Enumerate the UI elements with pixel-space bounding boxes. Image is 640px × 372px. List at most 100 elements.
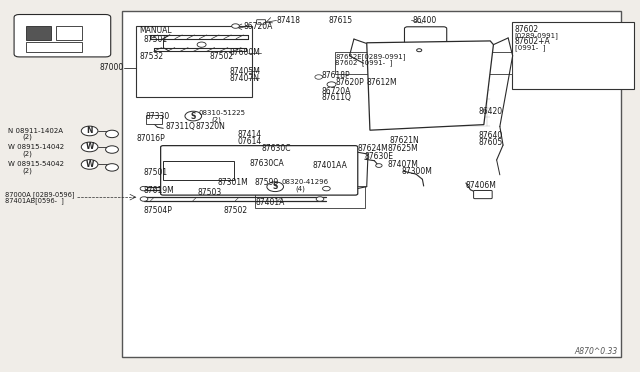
Text: N 08911-1402A: N 08911-1402A — [8, 128, 63, 134]
Text: 87418: 87418 — [276, 16, 301, 25]
Text: 87618P: 87618P — [322, 71, 351, 80]
Text: 86720A: 86720A — [322, 87, 351, 96]
Circle shape — [376, 164, 382, 167]
Text: 87407N: 87407N — [229, 74, 259, 83]
Bar — [136, 26, 252, 97]
Text: S: S — [191, 112, 196, 121]
Text: [0991-  ]: [0991- ] — [515, 44, 545, 51]
Circle shape — [81, 160, 98, 169]
Text: A870^0.33: A870^0.33 — [574, 347, 618, 356]
Text: N: N — [86, 126, 93, 135]
Text: 08310-51225: 08310-51225 — [198, 110, 245, 116]
Circle shape — [327, 82, 336, 87]
Text: 87502: 87502 — [210, 52, 234, 61]
Text: 86720A: 86720A — [243, 22, 273, 31]
Text: 87000A [02B9-0596]: 87000A [02B9-0596] — [5, 191, 75, 198]
Text: (2): (2) — [22, 150, 32, 157]
Text: 87630C: 87630C — [261, 144, 291, 153]
Text: 87401AA: 87401AA — [312, 161, 347, 170]
Text: 87407M: 87407M — [387, 160, 418, 169]
Bar — [26, 42, 82, 52]
Text: 87503: 87503 — [197, 188, 221, 197]
Circle shape — [106, 164, 118, 171]
Text: 86400: 86400 — [413, 16, 437, 25]
Text: (4): (4) — [296, 185, 305, 192]
Text: 86420: 86420 — [479, 107, 503, 116]
Text: 87320N: 87320N — [196, 122, 226, 131]
Circle shape — [267, 182, 284, 192]
Text: 87301M: 87301M — [218, 178, 248, 187]
FancyBboxPatch shape — [257, 20, 266, 24]
Text: 87414: 87414 — [237, 130, 262, 139]
Text: 87625M: 87625M — [387, 144, 418, 153]
Circle shape — [106, 130, 118, 138]
Text: (2): (2) — [211, 116, 221, 123]
Text: 87300M: 87300M — [402, 167, 433, 176]
Circle shape — [140, 186, 148, 191]
Text: 87019M: 87019M — [144, 186, 175, 195]
Text: 87605: 87605 — [479, 138, 503, 147]
Polygon shape — [367, 41, 493, 130]
Text: 87624M: 87624M — [357, 144, 388, 153]
Text: 87501: 87501 — [144, 35, 168, 44]
Text: 87612M: 87612M — [366, 78, 397, 87]
Text: 87311Q: 87311Q — [165, 122, 195, 131]
Circle shape — [316, 197, 324, 201]
Text: (2): (2) — [22, 134, 32, 140]
Text: S: S — [273, 182, 278, 191]
Text: 87621N: 87621N — [389, 136, 419, 145]
Circle shape — [197, 42, 206, 47]
Bar — [26, 26, 51, 40]
FancyBboxPatch shape — [14, 15, 111, 57]
Text: 87504P: 87504P — [144, 206, 173, 215]
FancyBboxPatch shape — [474, 190, 492, 199]
Bar — [146, 115, 162, 124]
Text: 87401A: 87401A — [256, 198, 285, 207]
Bar — [255, 186, 365, 208]
FancyBboxPatch shape — [161, 145, 358, 195]
Text: [0289-0991]: [0289-0991] — [515, 32, 559, 39]
Circle shape — [106, 146, 118, 153]
Text: 87630CA: 87630CA — [250, 159, 284, 168]
Text: 87652E[0289-0991]: 87652E[0289-0991] — [335, 53, 406, 60]
Text: 87405M: 87405M — [229, 67, 260, 76]
Text: 87330: 87330 — [146, 112, 170, 121]
Circle shape — [81, 142, 98, 152]
Circle shape — [140, 197, 148, 201]
Text: (2): (2) — [22, 167, 32, 174]
Circle shape — [185, 111, 202, 121]
Text: 87630E: 87630E — [365, 153, 394, 161]
Text: 87502: 87502 — [224, 206, 248, 215]
Circle shape — [323, 186, 330, 191]
Text: 87406M: 87406M — [466, 182, 497, 190]
Text: 87602  [0991-  ]: 87602 [0991- ] — [335, 59, 393, 66]
Circle shape — [417, 49, 422, 52]
Bar — [512, 22, 634, 89]
Text: 87401AB[0596-  ]: 87401AB[0596- ] — [5, 197, 64, 203]
Text: 07614: 07614 — [237, 137, 262, 146]
Text: W: W — [85, 160, 94, 169]
FancyBboxPatch shape — [404, 27, 447, 48]
Text: 87600M: 87600M — [229, 48, 260, 57]
Text: W 08915-14042: W 08915-14042 — [8, 144, 64, 150]
Text: 08320-41296: 08320-41296 — [282, 179, 329, 185]
Text: 87000: 87000 — [99, 63, 124, 72]
Text: 87532: 87532 — [140, 52, 164, 61]
Text: MANUAL: MANUAL — [140, 26, 172, 35]
Text: 87501: 87501 — [144, 169, 168, 177]
Text: 87599: 87599 — [255, 178, 279, 187]
Circle shape — [315, 75, 323, 79]
Text: 87611Q: 87611Q — [322, 93, 352, 102]
Text: 87016P: 87016P — [136, 134, 165, 143]
Circle shape — [81, 126, 98, 136]
Bar — [56, 26, 82, 40]
Bar — [122, 11, 621, 357]
Text: 87640: 87640 — [479, 131, 503, 140]
Bar — [335, 52, 512, 74]
Bar — [163, 161, 234, 180]
Text: 87602+A: 87602+A — [515, 37, 550, 46]
Text: W: W — [85, 142, 94, 151]
Text: 87620P: 87620P — [335, 78, 364, 87]
Circle shape — [232, 24, 239, 28]
Text: W 08915-54042: W 08915-54042 — [8, 161, 64, 167]
